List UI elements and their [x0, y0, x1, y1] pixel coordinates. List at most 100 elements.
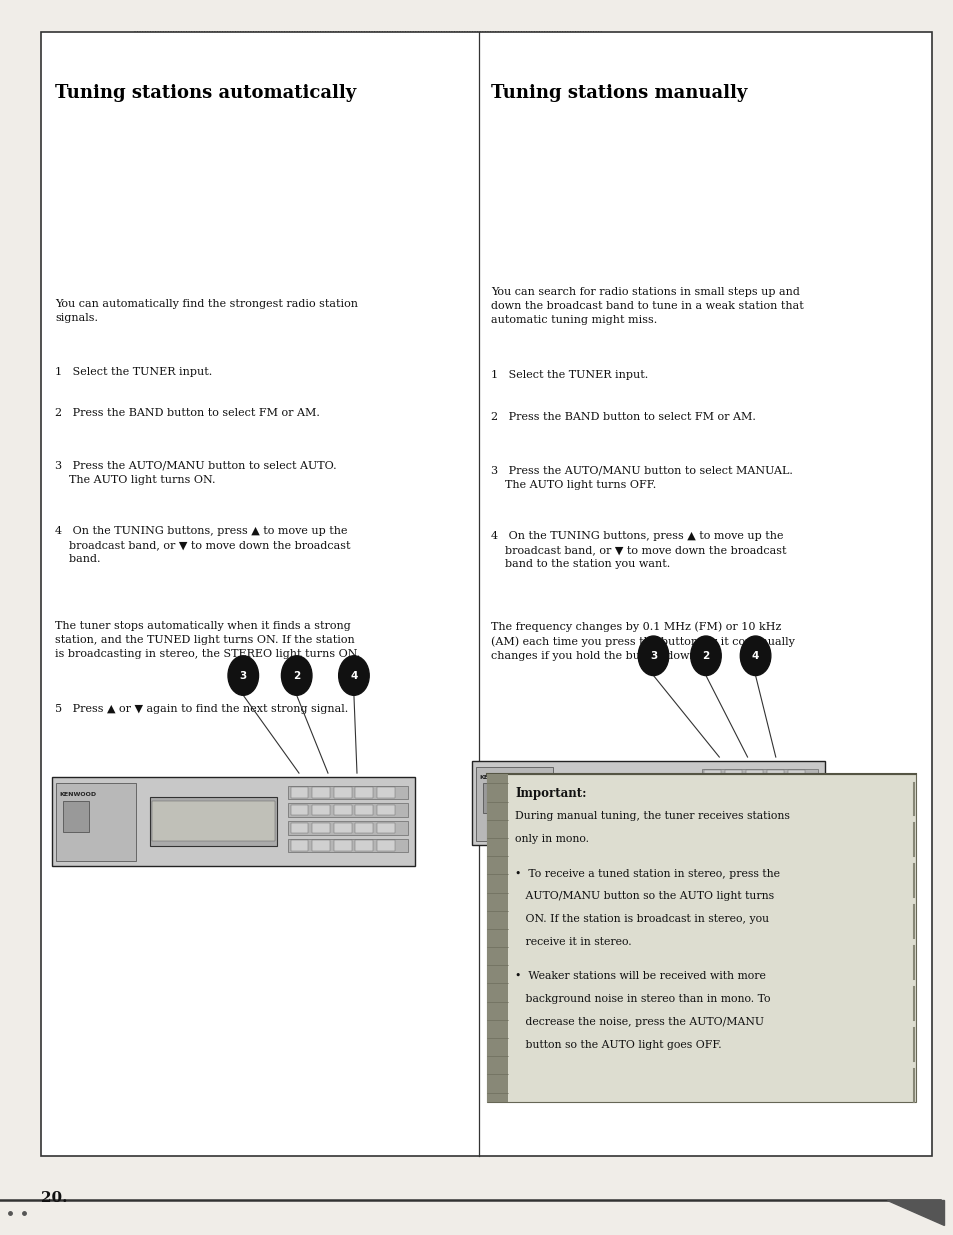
FancyBboxPatch shape: [486, 774, 507, 1102]
FancyBboxPatch shape: [288, 839, 407, 852]
FancyBboxPatch shape: [703, 787, 720, 798]
Text: 4: 4: [350, 671, 357, 680]
FancyBboxPatch shape: [766, 821, 783, 831]
Text: 3   Press the AUTO/MANU button to select MANUAL.
    The AUTO light turns OFF.: 3 Press the AUTO/MANU button to select M…: [491, 466, 792, 489]
Circle shape: [228, 656, 258, 695]
FancyBboxPatch shape: [486, 774, 915, 1102]
Circle shape: [690, 636, 720, 676]
FancyBboxPatch shape: [376, 805, 395, 815]
Text: button so the AUTO light goes OFF.: button so the AUTO light goes OFF.: [515, 1040, 721, 1050]
FancyBboxPatch shape: [334, 840, 351, 851]
Text: 3: 3: [649, 651, 657, 661]
Text: 4   On the TUNING buttons, press ▲ to move up the
    broadcast band, or ▼ to mo: 4 On the TUNING buttons, press ▲ to move…: [55, 526, 351, 564]
Circle shape: [281, 656, 312, 695]
Text: background noise in stereo than in mono. To: background noise in stereo than in mono.…: [515, 994, 770, 1004]
FancyBboxPatch shape: [291, 840, 308, 851]
FancyBboxPatch shape: [766, 787, 783, 798]
Text: 1   Select the TUNER input.: 1 Select the TUNER input.: [491, 370, 648, 380]
FancyBboxPatch shape: [703, 804, 720, 814]
FancyBboxPatch shape: [41, 32, 931, 1156]
FancyBboxPatch shape: [700, 785, 818, 799]
Text: 2   Press the BAND button to select FM or AM.: 2 Press the BAND button to select FM or …: [491, 412, 756, 422]
Text: 5   Press ▲ or ▼ again to find the next strong signal.: 5 Press ▲ or ▼ again to find the next st…: [55, 704, 348, 714]
Text: 3   Press the AUTO/MANU button to select AUTO.
    The AUTO light turns ON.: 3 Press the AUTO/MANU button to select A…: [55, 461, 336, 484]
FancyBboxPatch shape: [312, 840, 330, 851]
Text: You can automatically find the strongest radio station
signals.: You can automatically find the strongest…: [55, 299, 358, 322]
Text: During manual tuning, the tuner receives stations: During manual tuning, the tuner receives…: [515, 811, 789, 821]
FancyBboxPatch shape: [291, 805, 308, 815]
FancyBboxPatch shape: [700, 769, 818, 782]
Text: •  To receive a tuned station in stereo, press the: • To receive a tuned station in stereo, …: [515, 868, 780, 878]
Text: decrease the noise, press the AUTO/MANU: decrease the noise, press the AUTO/MANU: [515, 1018, 763, 1028]
Polygon shape: [886, 1200, 943, 1225]
FancyBboxPatch shape: [312, 805, 330, 815]
FancyBboxPatch shape: [703, 771, 720, 781]
FancyBboxPatch shape: [291, 787, 308, 798]
FancyBboxPatch shape: [766, 804, 783, 814]
Text: Important:: Important:: [515, 787, 586, 800]
Text: 2   Press the BAND button to select FM or AM.: 2 Press the BAND button to select FM or …: [55, 408, 320, 417]
FancyBboxPatch shape: [152, 802, 275, 841]
Text: 2: 2: [293, 671, 300, 680]
Text: AUTO/MANU button so the AUTO light turns: AUTO/MANU button so the AUTO light turns: [515, 892, 774, 902]
FancyBboxPatch shape: [787, 804, 804, 814]
FancyBboxPatch shape: [745, 787, 762, 798]
Text: The tuner stops automatically when it finds a strong
station, and the TUNED ligh: The tuner stops automatically when it fi…: [55, 621, 360, 659]
FancyBboxPatch shape: [288, 785, 407, 799]
FancyBboxPatch shape: [52, 777, 415, 866]
FancyBboxPatch shape: [724, 804, 741, 814]
Text: The frequency changes by 0.1 MHz (FM) or 10 kHz
(AM) each time you press the but: The frequency changes by 0.1 MHz (FM) or…: [491, 621, 795, 661]
FancyBboxPatch shape: [724, 771, 741, 781]
FancyBboxPatch shape: [482, 783, 507, 813]
Text: receive it in stereo.: receive it in stereo.: [515, 937, 631, 947]
FancyBboxPatch shape: [355, 787, 373, 798]
FancyBboxPatch shape: [787, 821, 804, 831]
FancyBboxPatch shape: [700, 803, 818, 815]
Text: 2: 2: [701, 651, 709, 661]
FancyBboxPatch shape: [787, 771, 804, 781]
Text: 1   Select the TUNER input.: 1 Select the TUNER input.: [55, 367, 213, 377]
Text: Tuning stations automatically: Tuning stations automatically: [55, 84, 356, 103]
FancyBboxPatch shape: [291, 823, 308, 834]
Text: 20.: 20.: [41, 1191, 68, 1204]
FancyBboxPatch shape: [787, 787, 804, 798]
Text: only in mono.: only in mono.: [515, 835, 589, 845]
Text: KENWOOD: KENWOOD: [60, 793, 97, 798]
FancyBboxPatch shape: [355, 823, 373, 834]
FancyBboxPatch shape: [766, 771, 783, 781]
FancyBboxPatch shape: [569, 784, 689, 821]
FancyBboxPatch shape: [63, 800, 89, 832]
FancyBboxPatch shape: [476, 767, 553, 841]
FancyBboxPatch shape: [567, 779, 690, 826]
FancyBboxPatch shape: [472, 761, 824, 845]
FancyBboxPatch shape: [355, 805, 373, 815]
Text: Tuning stations manually: Tuning stations manually: [491, 84, 747, 103]
FancyBboxPatch shape: [724, 787, 741, 798]
FancyBboxPatch shape: [745, 821, 762, 831]
FancyBboxPatch shape: [355, 840, 373, 851]
FancyBboxPatch shape: [376, 787, 395, 798]
FancyBboxPatch shape: [745, 771, 762, 781]
FancyBboxPatch shape: [334, 823, 351, 834]
FancyBboxPatch shape: [700, 820, 818, 832]
FancyBboxPatch shape: [745, 804, 762, 814]
Text: You can search for radio stations in small steps up and
down the broadcast band : You can search for radio stations in sma…: [491, 287, 803, 325]
Text: 3: 3: [239, 671, 247, 680]
FancyBboxPatch shape: [288, 821, 407, 835]
Circle shape: [638, 636, 668, 676]
FancyBboxPatch shape: [312, 823, 330, 834]
FancyBboxPatch shape: [376, 823, 395, 834]
Text: •  Weaker stations will be received with more: • Weaker stations will be received with …: [515, 972, 765, 982]
Circle shape: [740, 636, 770, 676]
Circle shape: [338, 656, 369, 695]
FancyBboxPatch shape: [724, 821, 741, 831]
FancyBboxPatch shape: [334, 805, 351, 815]
FancyBboxPatch shape: [151, 797, 277, 846]
Text: ON. If the station is broadcast in stereo, you: ON. If the station is broadcast in stere…: [515, 914, 768, 924]
FancyBboxPatch shape: [288, 804, 407, 816]
FancyBboxPatch shape: [334, 787, 351, 798]
Text: 4   On the TUNING buttons, press ▲ to move up the
    broadcast band, or ▼ to mo: 4 On the TUNING buttons, press ▲ to move…: [491, 531, 786, 569]
FancyBboxPatch shape: [312, 787, 330, 798]
FancyBboxPatch shape: [376, 840, 395, 851]
Text: KENWOOD: KENWOOD: [478, 776, 516, 781]
